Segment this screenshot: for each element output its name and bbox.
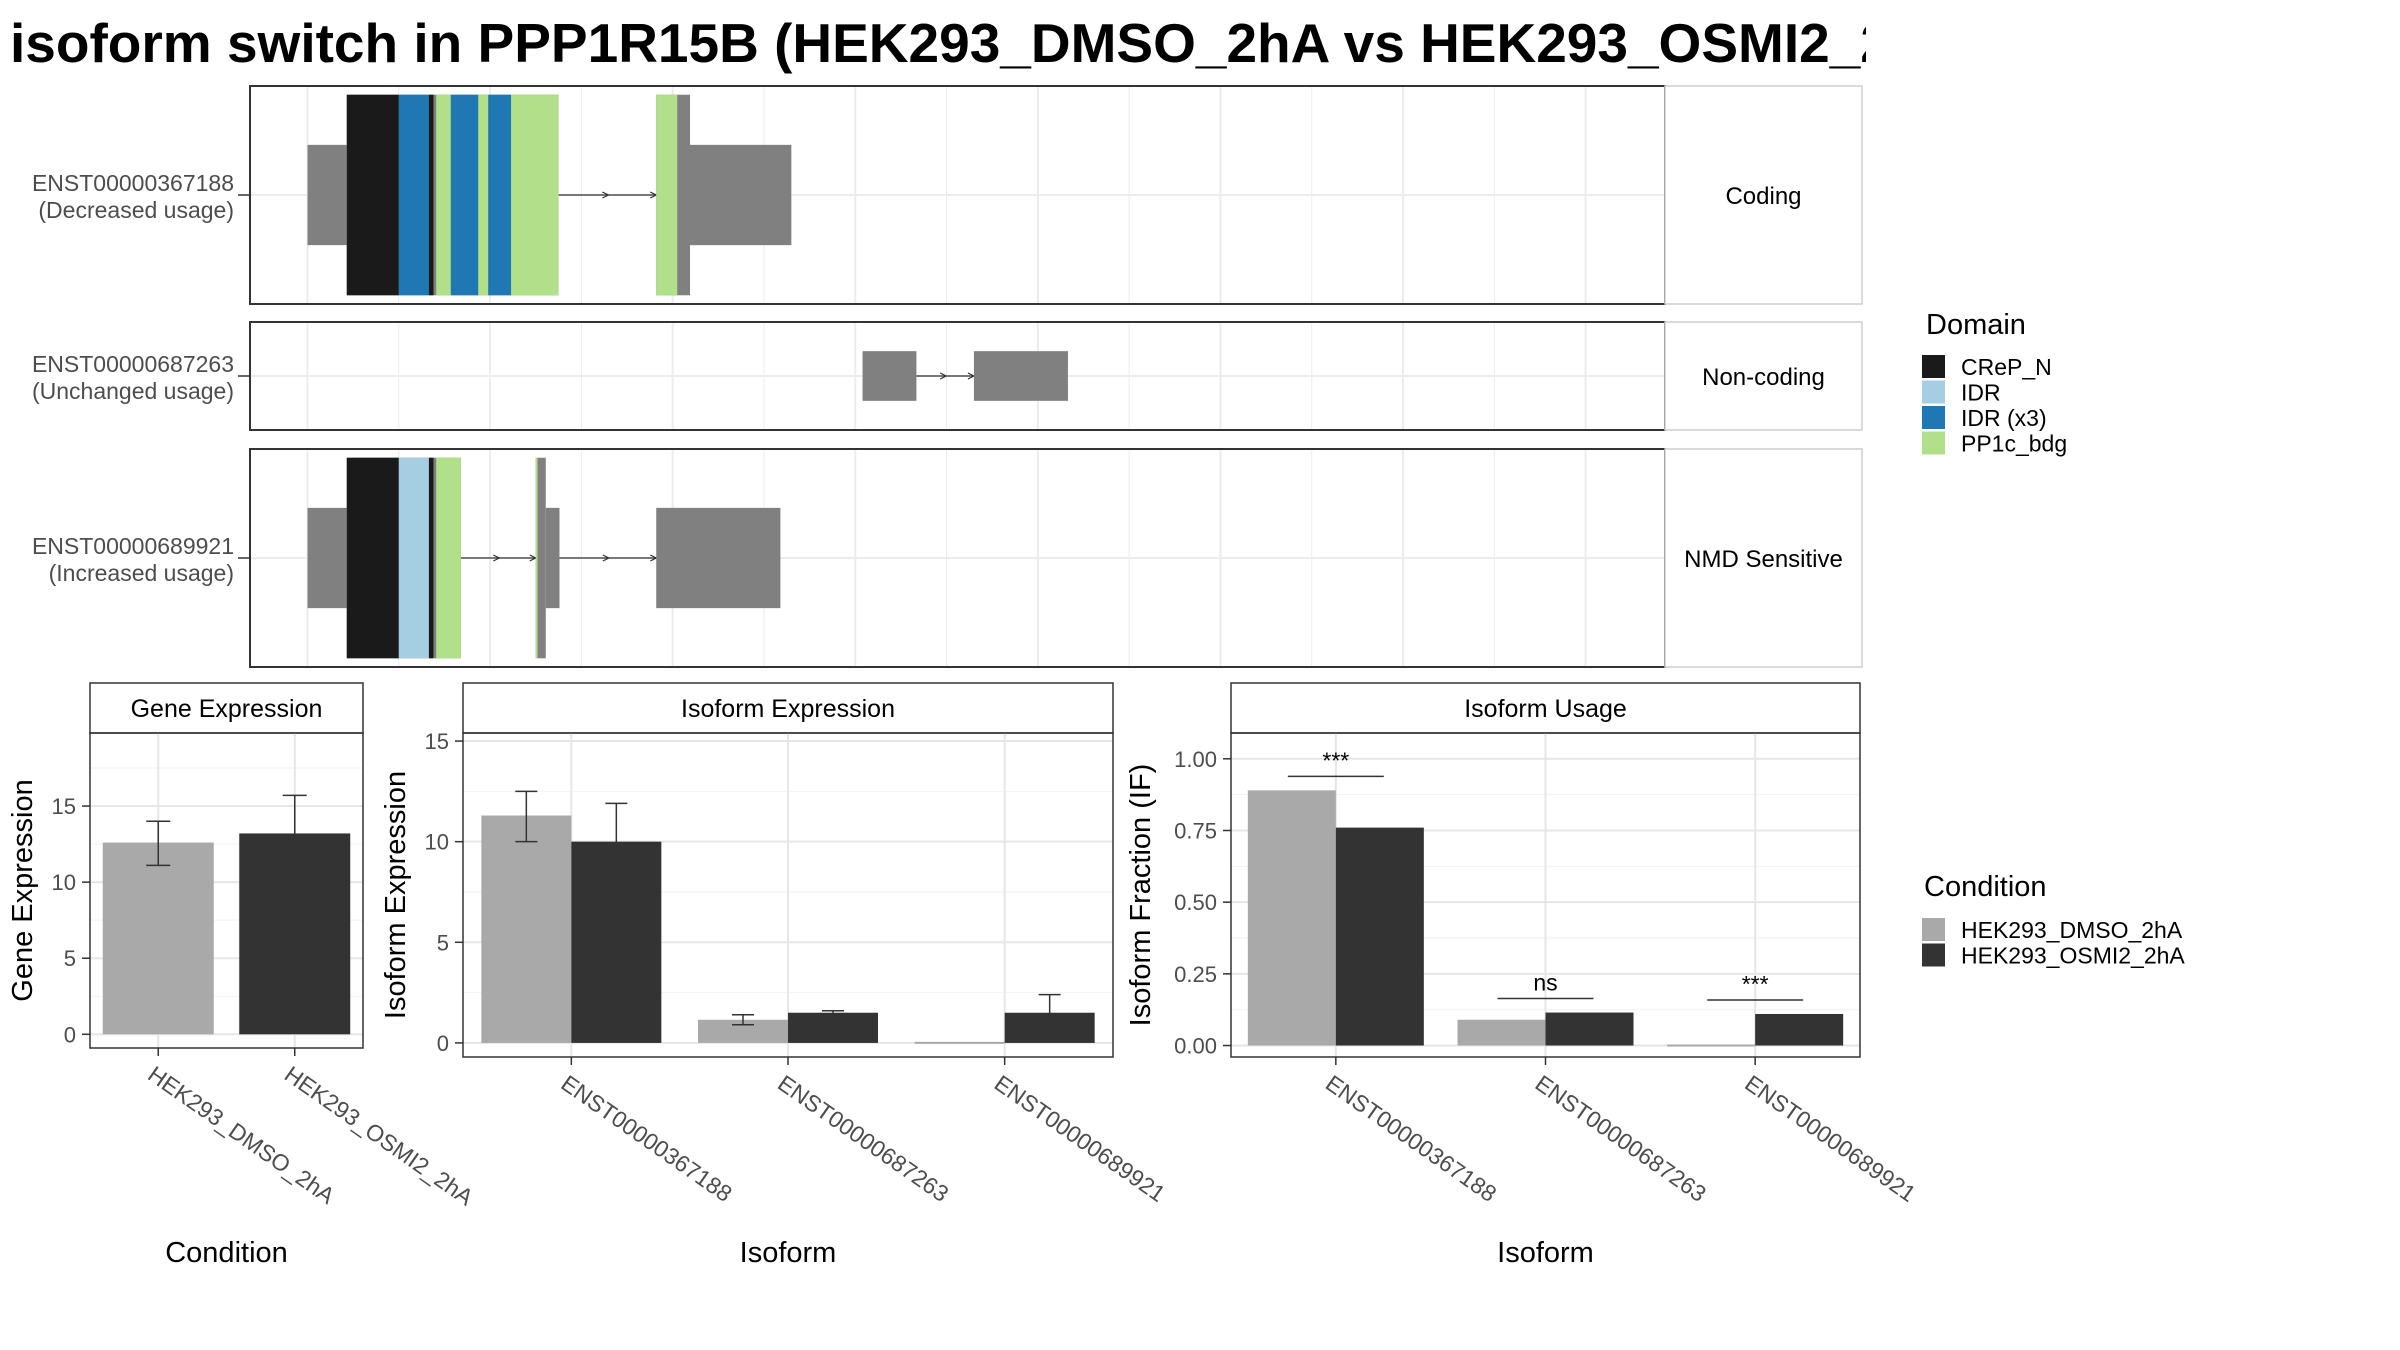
y-tick-label: 0: [64, 1022, 76, 1047]
utr-exon: [862, 351, 917, 401]
domain-segment: [398, 457, 429, 659]
utr-exon: [656, 507, 781, 609]
domain-legend-label: CReP_N: [1961, 354, 2052, 380]
domain-legend-key: [1922, 355, 1945, 378]
panel-strip: [89, 682, 364, 734]
condition-legend-title: Condition: [1924, 871, 2047, 903]
y-tick-label: 0.25: [1174, 962, 1217, 987]
usage-label: (Increased usage): [49, 560, 234, 586]
bar: [1335, 827, 1424, 1046]
domain-segment: [478, 94, 489, 296]
utr-exon: [307, 507, 347, 609]
utr-exon: [545, 507, 560, 609]
panel-title: Isoform Expression: [681, 695, 895, 723]
domain-segment: [346, 457, 399, 659]
intron-arrow: [493, 554, 501, 562]
y-tick-label: 10: [52, 870, 76, 895]
intron-arrow: [939, 372, 948, 380]
category-strip-label: Non-coding: [1702, 364, 1825, 391]
x-axis-title: Condition: [165, 1237, 288, 1269]
figure-title: isoform switch in PPP1R15B (HEK293_DMSO_…: [10, 12, 1866, 74]
bar: [788, 1012, 878, 1043]
category-strip: [1664, 448, 1863, 668]
domain-segment: [488, 94, 512, 296]
bar: [1457, 1019, 1546, 1046]
transcript-label: ENST00000687263: [32, 351, 234, 377]
cds-exon: [535, 457, 546, 659]
x-tick-label: ENST00000687263: [1531, 1070, 1711, 1207]
domain-segment: [436, 457, 461, 659]
y-tick-label: 5: [437, 930, 449, 955]
domain-segment: [656, 94, 678, 296]
bar: [1545, 1012, 1634, 1046]
domain-legend-label: PP1c_bdg: [1961, 431, 2067, 457]
domain-segment: [511, 94, 559, 296]
y-tick-label: 0.50: [1174, 890, 1217, 915]
panel-title: Gene Expression: [131, 695, 323, 723]
utr-exon: [677, 144, 792, 246]
y-tick-label: 0.00: [1174, 1034, 1217, 1059]
domain-legend-key: [1922, 431, 1945, 455]
domain-legend-label: IDR (x3): [1961, 405, 2047, 431]
y-tick-label: 0.75: [1174, 818, 1217, 843]
category-strip: [1664, 321, 1863, 431]
y-tick-label: 5: [64, 946, 76, 971]
usage-label: (Unchanged usage): [32, 378, 234, 404]
usage-label: (Decreased usage): [38, 197, 234, 223]
domain-segment: [428, 94, 434, 296]
y-tick-label: 10: [425, 830, 449, 855]
y-tick-label: 1.00: [1174, 747, 1217, 772]
utr-exon: [973, 351, 1068, 401]
category-strip: [1664, 85, 1863, 305]
panel-title: Isoform Usage: [1464, 695, 1627, 723]
domain-legend-label: IDR: [1961, 380, 2001, 406]
category-strip-label: NMD Sensitive: [1684, 546, 1843, 573]
domain-segment: [436, 94, 451, 296]
domain-segment: [450, 94, 479, 296]
plot-panel-border: [89, 732, 364, 1049]
intron-arrow: [967, 372, 976, 380]
category-strip-label: Coding: [1725, 183, 1801, 210]
y-tick-label: 15: [425, 729, 449, 754]
domain-segment: [398, 94, 429, 296]
domain-legend-title: Domain: [1926, 309, 2026, 341]
x-tick-label: ENST00000367188: [1321, 1070, 1501, 1207]
intron-arrow: [602, 554, 611, 562]
transcript-label: ENST00000689921: [32, 533, 234, 559]
y-tick-label: 0: [437, 1031, 449, 1056]
condition-legend-key: [1922, 943, 1945, 967]
x-tick-label: ENST00000689921: [1740, 1070, 1920, 1207]
bar: [102, 842, 214, 1035]
bar: [1755, 1013, 1844, 1046]
domain-segment: [428, 457, 434, 659]
bar: [481, 815, 572, 1043]
x-tick-label: ENST00000367188: [556, 1070, 736, 1207]
domain-legend-key: [1922, 406, 1945, 429]
x-axis-title: Isoform: [1497, 1237, 1594, 1269]
significance-label: ***: [1742, 971, 1769, 997]
condition-legend-label: HEK293_OSMI2_2hA: [1961, 943, 2185, 969]
intron-arrow: [602, 191, 610, 199]
domain-segment: [346, 94, 399, 296]
utr-exon: [307, 144, 347, 246]
domain-legend-key: [1922, 380, 1945, 404]
x-tick-label: ENST00000687263: [773, 1070, 953, 1207]
y-tick-label: 15: [52, 794, 76, 819]
y-axis-title: Isoform Expression: [380, 771, 412, 1019]
bar: [698, 1019, 788, 1043]
panel-strip: [462, 682, 1114, 734]
domain-segment: [535, 457, 538, 659]
x-tick-label: ENST00000689921: [990, 1070, 1170, 1207]
x-axis-title: Isoform: [740, 1237, 837, 1269]
condition-legend-label: HEK293_DMSO_2hA: [1961, 917, 2183, 943]
bar: [1247, 790, 1336, 1046]
y-axis-title: Isoform Fraction (IF): [1125, 764, 1157, 1027]
y-axis-title: Gene Expression: [7, 779, 39, 1001]
condition-legend-key: [1922, 918, 1945, 941]
significance-label: ***: [1322, 747, 1349, 773]
transcript-label: ENST00000367188: [32, 170, 234, 196]
significance-label: ns: [1533, 970, 1557, 996]
